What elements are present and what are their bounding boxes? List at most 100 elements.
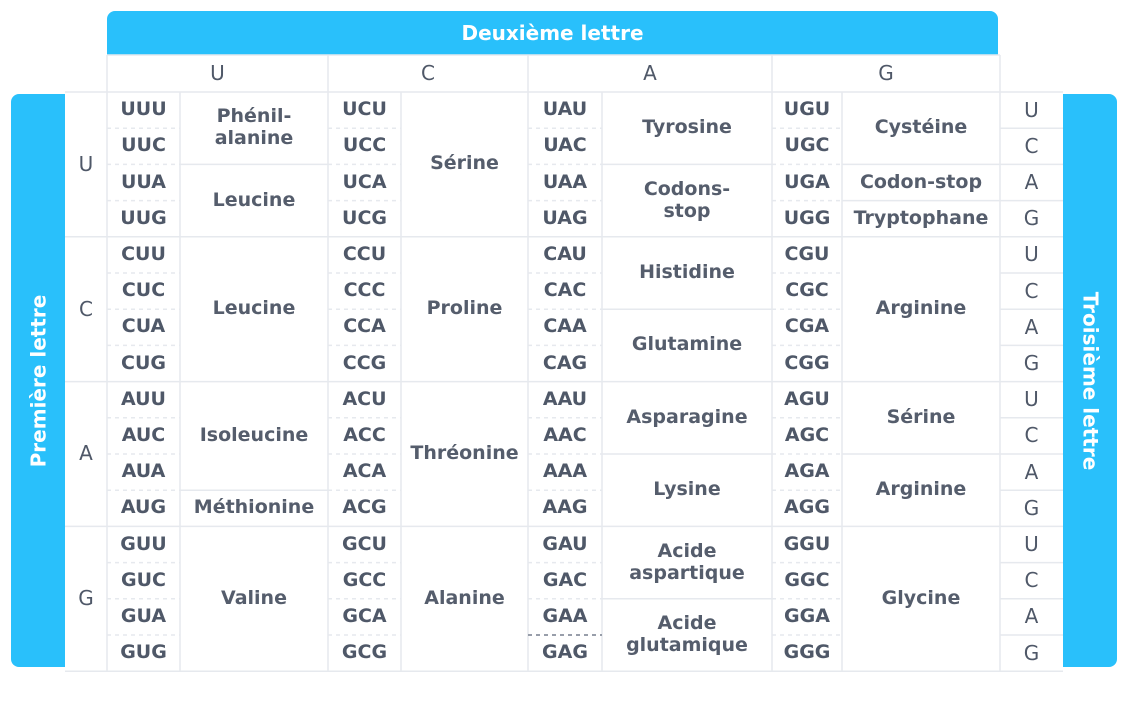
- codon-uuu: UUU: [120, 98, 167, 121]
- second-letter-g: G: [878, 61, 894, 85]
- codon-gca: GCA: [342, 604, 387, 627]
- second-letter-header: Deuxième lettre: [107, 11, 998, 55]
- amino-acid-label: Asparagine: [626, 405, 748, 428]
- codon-cgc: CGC: [785, 279, 829, 302]
- amino-acid-label: Leucine: [212, 297, 296, 320]
- amino-acid-label: Tyrosine: [642, 116, 732, 139]
- codon-acu: ACU: [342, 387, 387, 410]
- codon-ggu: GGU: [783, 532, 831, 555]
- third-letter-cell: A: [1024, 169, 1039, 194]
- codon-aag: AAG: [542, 496, 588, 519]
- codon-cga: CGA: [784, 315, 830, 338]
- codon-uau: UAU: [542, 98, 588, 121]
- third-letter-cell: C: [1024, 278, 1039, 303]
- codon-gga: GGA: [784, 604, 830, 627]
- codon-guu: GUU: [120, 532, 167, 555]
- codon-cag: CAG: [542, 351, 588, 374]
- codon-aac: AAC: [543, 423, 587, 446]
- amino-acid-label: Arginine: [875, 297, 967, 320]
- third-letter-cell: U: [1024, 242, 1039, 267]
- codon-guc: GUC: [121, 568, 166, 591]
- amino-acid-label: Cystéine: [874, 116, 968, 139]
- amino-acid-label: Arginine: [875, 478, 967, 501]
- codon-gag: GAG: [542, 641, 588, 664]
- amino-acid-label: Sérine: [430, 152, 499, 175]
- codon-uga: UGA: [784, 170, 830, 193]
- first-letter-g: G: [78, 586, 94, 611]
- codon-auu: AUU: [121, 387, 166, 410]
- codon-uuc: UUC: [121, 134, 166, 157]
- codon-ucu: UCU: [342, 98, 387, 121]
- amino-acid-label: Thréonine: [410, 442, 519, 465]
- codon-uug: UUG: [120, 206, 167, 229]
- codon-ugc: UGC: [784, 134, 830, 157]
- third-letter-cell: A: [1024, 604, 1039, 629]
- codon-ucc: UCC: [342, 134, 387, 157]
- third-letter-cell: C: [1024, 133, 1039, 158]
- third-letter-cell: U: [1024, 97, 1039, 122]
- codon-aga: AGA: [784, 460, 830, 483]
- codon-ccu: CCU: [342, 242, 387, 265]
- codon-acc: ACC: [343, 423, 386, 446]
- codon-agu: AGU: [784, 387, 830, 410]
- codon-cuc: CUC: [121, 279, 166, 302]
- codon-cgg: CGG: [784, 351, 830, 374]
- third-letter-cell: U: [1024, 387, 1039, 412]
- first-letter-a: A: [79, 441, 93, 466]
- codon-aca: ACA: [342, 460, 387, 483]
- amino-acid-label: Glycine: [881, 586, 961, 609]
- codon-ggg: GGG: [783, 641, 831, 664]
- amino-acid-label: Phénil- alanine: [214, 105, 294, 150]
- codon-cuu: CUU: [121, 242, 166, 265]
- codon-ccg: CCG: [342, 351, 387, 374]
- codon-uua: UUA: [121, 170, 166, 193]
- codon-cug: CUG: [121, 351, 166, 374]
- amino-acid-label: Proline: [426, 297, 503, 320]
- amino-acid-label: Acide aspartique: [629, 539, 745, 584]
- amino-acid-label: Sérine: [886, 405, 956, 428]
- codon-cua: CUA: [121, 315, 166, 338]
- codon-ucg: UCG: [342, 206, 387, 229]
- codon-agg: AGG: [784, 496, 830, 519]
- third-letter-cell: C: [1024, 423, 1039, 448]
- codon-ggc: GGC: [784, 568, 830, 591]
- codon-cca: CCA: [343, 315, 386, 338]
- amino-acid-label: Codon-stop: [859, 170, 983, 193]
- second-letter-u: U: [210, 61, 225, 85]
- amino-acid-label: Valine: [221, 586, 287, 609]
- third-letter-cell: G: [1023, 495, 1040, 520]
- amino-acid-label: Tryptophane: [853, 206, 989, 229]
- third-letter-cell: A: [1024, 459, 1039, 484]
- codon-cgu: CGU: [784, 242, 830, 265]
- amino-acid-label: Isoleucine: [199, 423, 309, 446]
- amino-acid-label: Glutamine: [631, 333, 743, 356]
- third-letter-cell: U: [1024, 531, 1039, 556]
- amino-acid-label: Lysine: [653, 478, 721, 501]
- amino-acid-label: Acide glutamique: [626, 612, 748, 656]
- codon-aua: AUA: [121, 460, 166, 483]
- third-letter-cell: A: [1024, 314, 1039, 339]
- second-letter-c: C: [421, 61, 435, 85]
- third-letter-cell: C: [1024, 568, 1039, 593]
- third-letter-cell: G: [1023, 640, 1040, 665]
- second-letter-title: Deuxième lettre: [461, 21, 644, 45]
- codon-auc: AUC: [121, 423, 166, 446]
- codon-gac: GAC: [542, 568, 588, 591]
- codon-uaa: UAA: [542, 170, 588, 193]
- codon-agc: AGC: [784, 423, 830, 446]
- codon-uag: UAG: [542, 206, 588, 229]
- codon-aau: AAU: [542, 387, 588, 410]
- codon-gug: GUG: [120, 641, 167, 664]
- second-letter-a: A: [643, 61, 657, 85]
- codon-aaa: AAA: [542, 460, 588, 483]
- amino-acid-label: Histidine: [639, 261, 735, 284]
- codon-ccc: CCC: [343, 279, 386, 302]
- codon-uac: UAC: [543, 134, 587, 157]
- amino-acid-label: Alanine: [424, 586, 505, 609]
- amino-acid-label: Méthionine: [193, 496, 315, 519]
- codon-gua: GUA: [120, 604, 167, 627]
- amino-acid-label: Leucine: [212, 188, 296, 211]
- codon-caa: CAA: [543, 315, 587, 338]
- third-letter-header: Troisième lettre: [1063, 94, 1117, 667]
- codon-gcg: GCG: [341, 641, 388, 664]
